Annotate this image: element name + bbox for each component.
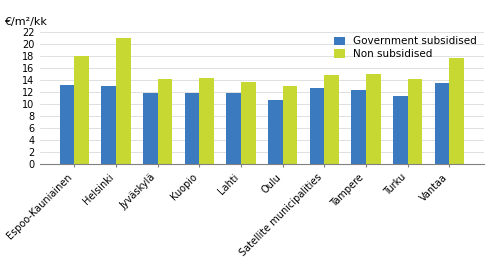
Bar <box>185 93 199 164</box>
Bar <box>435 83 450 164</box>
Bar <box>450 58 464 164</box>
Bar <box>268 100 283 164</box>
Bar <box>226 93 241 164</box>
Bar <box>310 89 325 164</box>
Bar <box>158 79 172 164</box>
Bar <box>199 78 214 164</box>
Bar <box>241 82 255 164</box>
Text: €/m²/kk: €/m²/kk <box>4 16 47 26</box>
Bar <box>393 96 408 164</box>
Bar <box>325 75 339 164</box>
Bar <box>366 74 380 164</box>
Bar <box>60 85 74 164</box>
Bar <box>116 38 130 164</box>
Bar <box>408 80 422 164</box>
Bar <box>283 86 297 164</box>
Bar <box>143 93 158 164</box>
Bar <box>101 86 116 164</box>
Bar <box>351 90 366 164</box>
Bar <box>74 56 89 164</box>
Legend: Government subsidised, Non subsidised: Government subsidised, Non subsidised <box>332 34 479 61</box>
